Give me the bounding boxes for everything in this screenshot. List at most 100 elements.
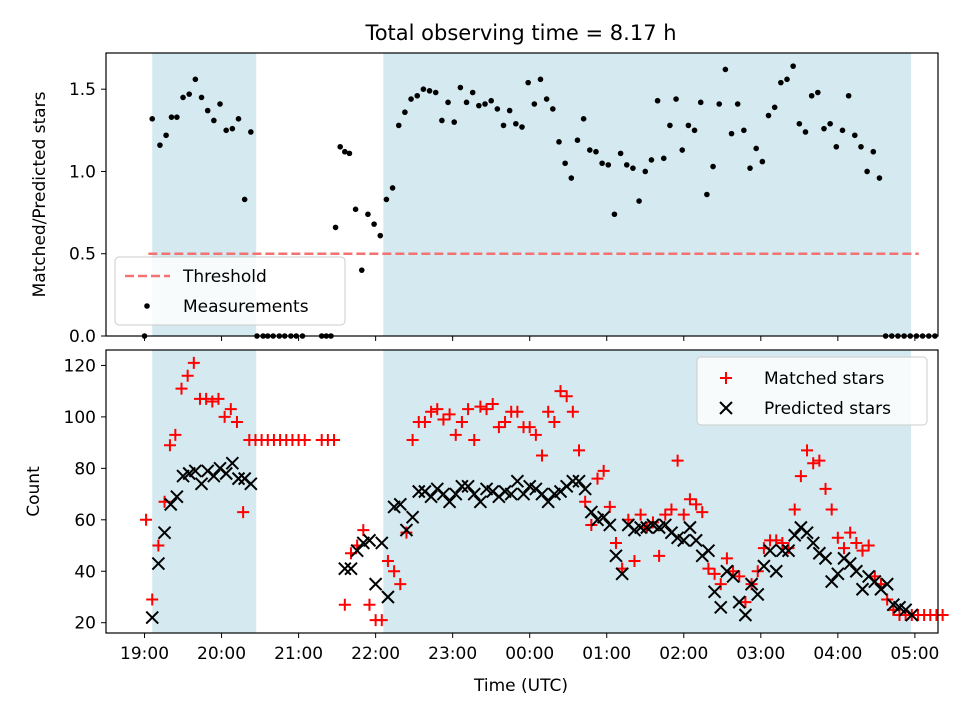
- measurement-point: [198, 94, 205, 101]
- matched-star-point: [486, 398, 499, 411]
- measurement-point: [229, 125, 236, 132]
- matched-star-point: [418, 416, 431, 429]
- count-panel: 20 40 60 80 100 120 19:00 20:00 21:00 22:00 23:00…: [24, 349, 949, 696]
- predicted-star-point: [633, 520, 648, 535]
- predicted-star-point: [689, 533, 703, 548]
- measurement-point: [593, 148, 599, 155]
- matched-star-point: [146, 593, 159, 606]
- measurement-point: [537, 76, 544, 83]
- predicted-star-point: [880, 577, 894, 591]
- measurement-point: [513, 120, 519, 127]
- matched-star-point: [936, 608, 949, 621]
- measurement-point: [778, 79, 784, 86]
- measurement-point: [476, 102, 482, 109]
- predicted-star-point: [609, 549, 623, 563]
- ratio-panel: 0.0 0.5 1.0 1.5 Matched/Predicted stars Thr…: [30, 52, 939, 347]
- matched-star-point: [529, 428, 542, 441]
- measurement-point: [432, 89, 439, 96]
- predicted-star-point: [763, 543, 777, 558]
- predicted-star-point: [344, 561, 358, 576]
- matched-star-point: [443, 408, 456, 421]
- measurement-point: [494, 106, 501, 112]
- predicted-star-point: [775, 543, 790, 558]
- matched-star-point: [224, 403, 237, 416]
- matched-star-point: [437, 413, 450, 426]
- predicted-star-point: [362, 533, 377, 548]
- matched-star-point: [653, 549, 666, 562]
- predicted-star-point: [578, 482, 592, 496]
- matched-star-point: [714, 578, 727, 591]
- measurement-point: [389, 185, 396, 191]
- measurement-point: [500, 122, 507, 129]
- measurement-point: [488, 97, 494, 104]
- matched-star-point: [218, 410, 231, 423]
- predicted-star-point: [849, 564, 864, 578]
- bottom-y-ticks: 20 40 60 80 100 120: [64, 356, 106, 634]
- matched-star-point: [634, 508, 647, 521]
- measurement-point: [636, 198, 642, 204]
- matched-star-point: [548, 416, 561, 429]
- measurement-point: [525, 79, 531, 86]
- y-tick-label: 1.0: [69, 162, 96, 182]
- measurement-point: [673, 96, 679, 102]
- measurement-point: [332, 224, 339, 231]
- measurement-point: [728, 130, 735, 137]
- measurement-point: [186, 91, 192, 97]
- matched-star-point: [492, 421, 505, 434]
- measurement-point: [876, 175, 883, 181]
- x-tick-label: 02:00: [659, 644, 708, 664]
- predicted-star-point: [412, 484, 426, 499]
- matched-star-point: [400, 526, 413, 539]
- matched-star-point: [739, 596, 752, 609]
- predicted-star-point: [455, 479, 469, 494]
- measurement-point: [371, 221, 377, 227]
- x-tick-label: 21:00: [274, 644, 323, 664]
- predicted-stars-points: [145, 456, 919, 625]
- matched-stars-points: [140, 356, 949, 627]
- matched-star-point: [431, 403, 444, 416]
- measurement-point: [679, 147, 686, 153]
- predicted-star-point: [868, 574, 882, 589]
- matched-star-point: [554, 385, 567, 398]
- measurement-point: [858, 143, 864, 150]
- matched-star-point: [794, 470, 807, 483]
- predicted-star-point: [399, 523, 414, 537]
- measurement-point: [192, 76, 199, 83]
- measurement-point: [864, 168, 870, 175]
- predicted-star-point: [225, 456, 240, 470]
- measurement-point: [163, 132, 169, 139]
- measurement-point: [648, 157, 655, 163]
- measurement-point: [358, 267, 365, 273]
- measurement-point: [630, 165, 636, 171]
- bottom-axes-frame: [105, 349, 939, 634]
- predicted-star-point: [368, 577, 383, 591]
- predicted-star-point: [381, 590, 395, 604]
- measurement-point: [149, 116, 156, 122]
- matched-star-point: [542, 405, 555, 418]
- y-tick-label: 60: [74, 511, 96, 531]
- predicted-star-point: [732, 595, 746, 609]
- measurement-point: [337, 143, 343, 150]
- predicted-star-point: [516, 487, 531, 501]
- matched-star-point: [831, 531, 844, 544]
- matched-star-point: [801, 444, 814, 457]
- predicted-star-point: [535, 487, 549, 501]
- predicted-star-point: [151, 556, 166, 571]
- x-tick-label: 05:00: [890, 644, 939, 664]
- measurement-point: [845, 92, 852, 99]
- measurement-point: [722, 66, 729, 73]
- measurement-point: [784, 76, 790, 83]
- predicted-star-point: [824, 574, 839, 589]
- matched-star-point: [665, 503, 678, 516]
- measurement-point: [383, 196, 390, 203]
- matched-star-point: [511, 405, 524, 418]
- measurement-point: [463, 99, 470, 106]
- measurement-point: [741, 127, 747, 134]
- matched-star-point: [708, 567, 721, 580]
- legend-measurements-swatch: [144, 303, 150, 309]
- measurement-point: [796, 120, 803, 127]
- matched-star-point: [807, 457, 820, 470]
- measurement-point: [451, 119, 458, 125]
- matched-star-point: [425, 405, 438, 418]
